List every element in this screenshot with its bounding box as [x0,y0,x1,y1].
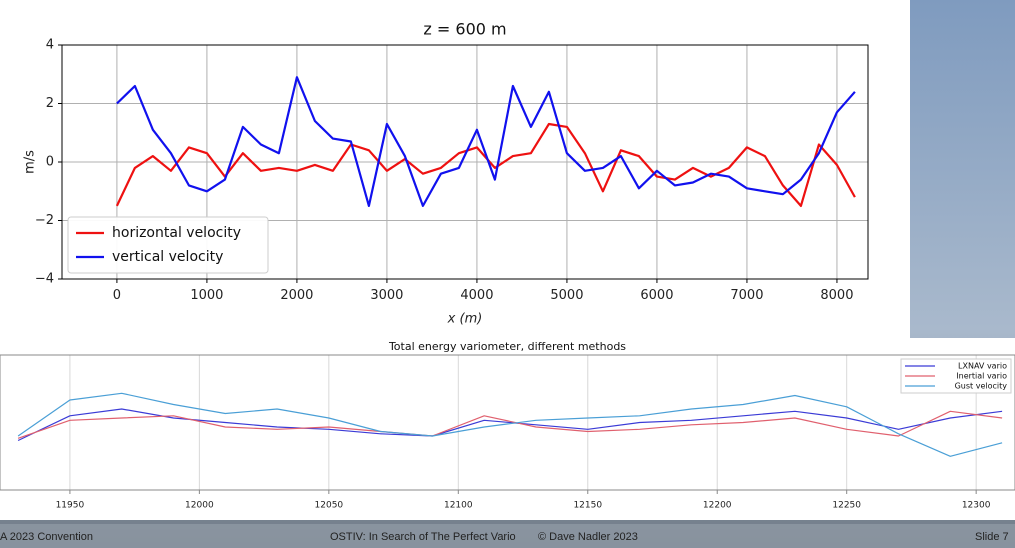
x-axis-label: x (m) [447,312,483,327]
x-tick-label: 8000 [820,288,853,303]
legend-label: vertical velocity [112,249,223,265]
x-tick-label: 11950 [56,501,85,511]
x-tick-label: 12150 [573,501,602,511]
x-tick-label: 7000 [730,288,763,303]
series-line [116,76,856,207]
legend-label: horizontal velocity [112,225,241,241]
y-tick-label: 4 [46,38,54,53]
x-tick-label: 12200 [703,501,732,511]
footer-bar [0,524,1015,548]
chart-title: z = 600 m [423,20,506,39]
x-tick-label: 12100 [444,501,473,511]
x-tick-label: 1000 [190,288,223,303]
x-tick-label: 12000 [185,501,214,511]
y-tick-label: 0 [46,155,54,170]
legend-label: LXNAV vario [958,362,1007,371]
footer-text: © Dave Nadler 2023 [538,531,638,543]
x-tick-label: 2000 [280,288,313,303]
x-tick-label: 6000 [640,288,673,303]
x-tick-label: 0 [113,288,121,303]
plot-frame [0,354,1015,491]
legend-label: Gust velocity [955,382,1008,391]
plot-frame [61,44,869,280]
x-tick-label: 12050 [315,501,344,511]
series-line [17,392,1003,457]
x-tick-label: 5000 [550,288,583,303]
legend-box [67,216,269,274]
series-line [17,408,1003,442]
series-line [17,410,1003,439]
y-tick-label: −2 [35,213,54,228]
chart-title: Total energy variometer, different metho… [388,340,626,353]
legend-label: Inertial vario [956,372,1007,381]
x-tick-label: 4000 [460,288,493,303]
chart-panel [0,338,1015,520]
y-tick-label: −4 [35,272,54,287]
x-tick-label: 3000 [370,288,403,303]
footer-text: A 2023 Convention [0,531,93,543]
footer-text: OSTIV: In Search of The Perfect Vario [330,531,516,543]
y-tick-label: 2 [46,96,54,111]
x-tick-label: 12250 [832,501,861,511]
y-axis-label: m/s [23,150,38,174]
x-tick-label: 12300 [962,501,991,511]
footer-text: Slide 7 [975,531,1009,543]
